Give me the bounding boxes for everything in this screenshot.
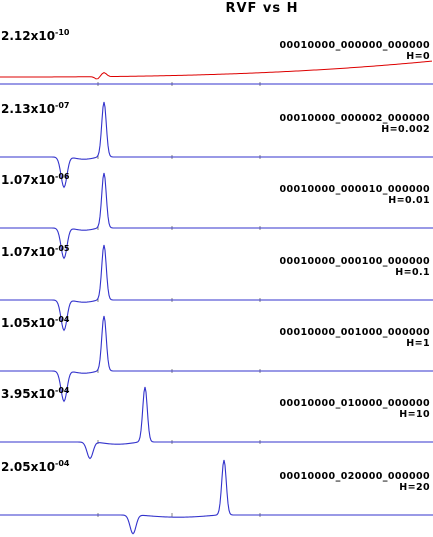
scale-label: 2.12x10-10 [1, 28, 70, 43]
run-code: 00010000_000000_000000 [279, 40, 430, 51]
signal-curve [0, 172, 433, 260]
scale-mantissa: 1.07x10 [1, 245, 55, 259]
reference-curve [0, 60, 433, 80]
signal-curve [0, 459, 433, 535]
scale-exponent: -06 [55, 172, 70, 181]
scale-mantissa: 2.12x10 [1, 29, 55, 43]
signal-curve [0, 101, 433, 189]
run-code: 00010000_001000_000000 [279, 327, 430, 338]
run-code: 00010000_000100_000000 [279, 256, 430, 267]
scale-label: 1.05x10-04 [1, 315, 70, 330]
scale-label: 2.05x10-04 [1, 459, 70, 474]
scale-mantissa: 1.07x10 [1, 173, 55, 187]
scale-mantissa: 1.05x10 [1, 316, 55, 330]
h-value-label: H=10 [399, 409, 430, 420]
scale-mantissa: 2.05x10 [1, 460, 55, 474]
h-value-label: H=0 [406, 51, 430, 62]
scale-exponent: -10 [55, 28, 70, 37]
run-code: 00010000_020000_000000 [279, 471, 430, 482]
signal-curve [0, 244, 433, 332]
h-value-label: H=0.002 [381, 124, 430, 135]
signal-curve [0, 315, 433, 403]
scale-label: 1.07x10-05 [1, 244, 70, 259]
run-code: 00010000_000010_000000 [279, 184, 430, 195]
scale-exponent: -07 [55, 101, 69, 110]
scale-mantissa: 2.13x10 [1, 102, 55, 116]
h-value-label: H=0.1 [395, 267, 430, 278]
run-code: 00010000_010000_000000 [279, 398, 430, 409]
scale-label: 3.95x10-04 [1, 386, 70, 401]
scale-exponent: -04 [55, 315, 70, 324]
run-code: 00010000_000002_000000 [279, 113, 430, 124]
scale-exponent: -05 [55, 244, 70, 253]
scale-exponent: -04 [55, 459, 70, 468]
scale-label: 1.07x10-06 [1, 172, 70, 187]
h-value-label: H=20 [399, 482, 430, 493]
signal-curve [0, 386, 433, 460]
scale-exponent: -04 [55, 386, 70, 395]
h-value-label: H=0.01 [388, 195, 430, 206]
scale-label: 2.13x10-07 [1, 101, 70, 116]
scale-mantissa: 3.95x10 [1, 387, 55, 401]
chart-title: RVF vs H [225, 1, 298, 16]
h-value-label: H=1 [406, 338, 430, 349]
